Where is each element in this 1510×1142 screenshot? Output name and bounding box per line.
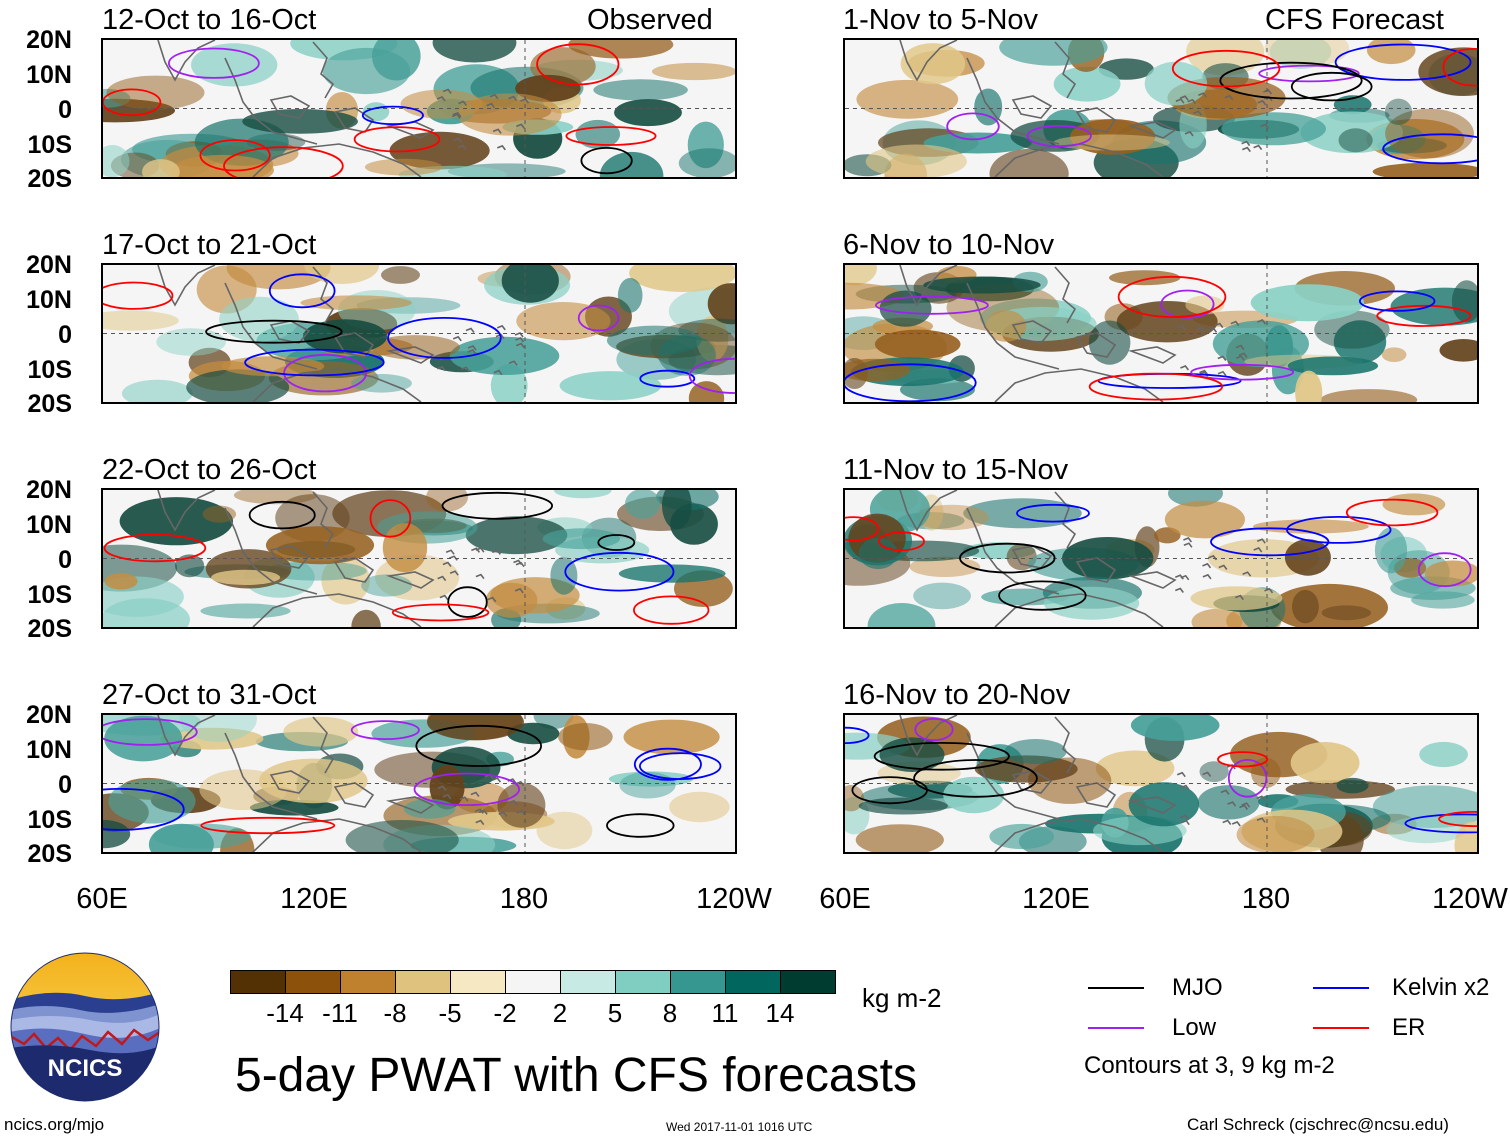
lon-label: 120E [1022, 883, 1090, 915]
map-panel-obs-3 [101, 488, 737, 629]
lat-label: 10S [27, 806, 72, 834]
colorbar-label: 11 [711, 998, 739, 1028]
colorbar-label: -8 [383, 998, 407, 1028]
lat-label: 0 [58, 321, 72, 349]
lon-label: 120W [696, 883, 772, 915]
panel-title-fcst-2: 6-Nov to 10-Nov [843, 229, 1055, 261]
map-panel-obs-2 [101, 263, 737, 404]
panel-title-fcst-3: 11-Nov to 15-Nov [843, 454, 1069, 486]
lat-label: 10N [26, 286, 72, 314]
colorbar-swatch [670, 970, 726, 994]
legend-note: Contours at 3, 9 kg m-2 [1084, 1052, 1335, 1079]
lat-label: 0 [58, 96, 72, 124]
lat-label: 20N [26, 701, 72, 729]
legend-label-mjo: MJO [1172, 974, 1223, 1001]
map-panel-obs-1 [101, 38, 737, 179]
panel-title-fcst-4: 16-Nov to 20-Nov [843, 679, 1071, 711]
lon-label: 180 [499, 883, 549, 915]
colorbar-label: 14 [765, 998, 795, 1028]
lat-label: 20S [27, 840, 72, 868]
lat-label: 20N [26, 476, 72, 504]
panel-title-obs-2: 17-Oct to 21-Oct [102, 229, 317, 261]
colorbar-label: -2 [493, 998, 517, 1028]
lat-label: 20S [27, 165, 72, 193]
colorbar-swatch [615, 970, 671, 994]
lat-label: 10S [27, 356, 72, 384]
footer-url: ncics.org/mjo [4, 1115, 105, 1134]
colorbar-label: -11 [322, 998, 358, 1028]
colorbar-swatch [230, 970, 286, 994]
legend-swatch-er [1313, 1027, 1369, 1029]
map-panel-fcst-3 [843, 488, 1479, 629]
legend-swatch-kelvin [1313, 987, 1369, 989]
footer-timestamp: Wed 2017-11-01 1016 UTC [666, 1120, 813, 1134]
lon-label: 180 [1241, 883, 1291, 915]
ncics-logo: NCICS [10, 952, 160, 1102]
colorbar-swatch [505, 970, 561, 994]
colorbar-swatch [340, 970, 396, 994]
lon-label: 60E [819, 883, 871, 915]
lat-label: 10N [26, 511, 72, 539]
logo-text: NCICS [48, 1055, 123, 1082]
legend-swatch-mjo [1088, 987, 1144, 989]
panel-title-obs-4: 27-Oct to 31-Oct [102, 679, 317, 711]
lon-label: 120W [1432, 883, 1508, 915]
lat-label: 20N [26, 251, 72, 279]
legend-label-low: Low [1172, 1014, 1217, 1041]
colorbar-label: 8 [662, 998, 678, 1028]
colorbar-label: 5 [607, 998, 623, 1028]
map-panel-fcst-4 [843, 713, 1479, 854]
legend-label-er: ER [1392, 1014, 1426, 1041]
colorbar-swatch [780, 970, 836, 994]
main-title: 5-day PWAT with CFS forecasts [235, 1049, 917, 1102]
colorbar-swatch [285, 970, 341, 994]
lat-label: 10S [27, 581, 72, 609]
legend-label-kelvin: Kelvin x2 [1392, 974, 1490, 1001]
colorbar-swatch [450, 970, 506, 994]
panel-title-obs-3: 22-Oct to 26-Oct [102, 454, 317, 486]
lat-label: 0 [58, 771, 72, 799]
panel-title-fcst-1: 1-Nov to 5-Nov [843, 4, 1039, 36]
map-panel-fcst-2 [843, 263, 1479, 404]
map-panel-fcst-1 [843, 38, 1479, 179]
lon-label: 120E [280, 883, 348, 915]
footer-author: Carl Schreck (cjschrec@ncsu.edu) [1187, 1115, 1449, 1134]
lat-label: 10N [26, 736, 72, 764]
lat-label: 20N [26, 26, 72, 54]
colorbar-swatch [395, 970, 451, 994]
colorbar-swatch [560, 970, 616, 994]
colorbar-label: -14 [266, 998, 304, 1028]
lat-label: 10N [26, 61, 72, 89]
colorbar-label: 2 [552, 998, 568, 1028]
legend-swatch-low [1088, 1027, 1144, 1029]
colorbar-swatch [725, 970, 781, 994]
observed-label: Observed [587, 4, 713, 36]
lat-label: 20S [27, 615, 72, 643]
map-panel-obs-4 [101, 713, 737, 854]
colorbar-label: -5 [438, 998, 462, 1028]
lat-label: 0 [58, 546, 72, 574]
cfs-forecast-label: CFS Forecast [1265, 4, 1444, 36]
lat-label: 10S [27, 131, 72, 159]
colorbar-units: kg m-2 [862, 983, 942, 1013]
panel-title-obs-1: 12-Oct to 16-Oct [102, 4, 317, 36]
lat-label: 20S [27, 390, 72, 418]
lon-label: 60E [76, 883, 128, 915]
